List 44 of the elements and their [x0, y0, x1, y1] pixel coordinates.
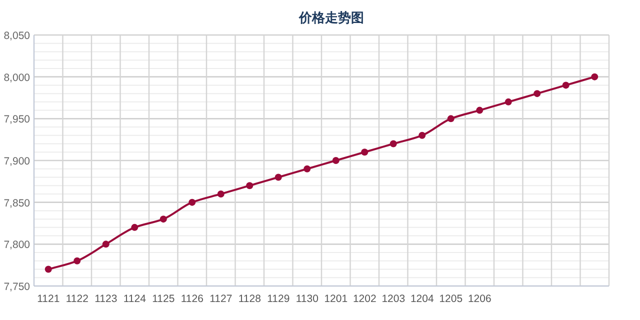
y-tick-label: 7,850 [4, 197, 30, 210]
point [102, 240, 110, 248]
x-tick-label: 1201 [324, 293, 348, 305]
point [217, 190, 224, 198]
point [332, 157, 340, 164]
point [160, 216, 167, 223]
x-tick-label: 1206 [468, 293, 492, 305]
y-tick-label: 7,900 [4, 156, 30, 168]
y-tick-label: 7,800 [4, 239, 30, 252]
x-tick-label: 1202 [352, 293, 376, 305]
point [447, 115, 454, 122]
point [304, 165, 311, 172]
x-tick-label: 1121 [37, 293, 60, 305]
x-tick-label: 1203 [382, 293, 406, 305]
point [274, 174, 282, 181]
point [591, 73, 598, 80]
point [44, 266, 52, 273]
point [188, 198, 196, 206]
point [74, 257, 81, 264]
y-tick-label: 7,950 [4, 114, 30, 126]
x-tick-label: 1205 [439, 293, 463, 305]
y-tick-label: 8,050 [4, 30, 30, 42]
point [246, 182, 254, 190]
x-tick-label: 1130 [296, 293, 319, 305]
point [361, 148, 368, 156]
point [504, 98, 512, 106]
y-tick-label: 8,000 [4, 72, 30, 84]
x-tick-label: 1127 [210, 293, 232, 305]
x-tick-label: 1125 [152, 293, 175, 305]
x-tick-label: 1204 [410, 293, 434, 305]
x-tick-label: 1124 [123, 293, 146, 305]
y-tick-label: 7,750 [4, 281, 30, 293]
point [390, 140, 397, 148]
x-tick-label: 1128 [238, 293, 262, 305]
x-tick-label: 1129 [267, 293, 290, 305]
point [476, 106, 484, 114]
point [562, 82, 570, 89]
x-tick-label: 1126 [180, 293, 204, 305]
chart-title: 价格走势图 [298, 10, 364, 25]
point [418, 132, 426, 139]
point [131, 224, 138, 231]
x-tick-label: 1123 [94, 293, 118, 305]
x-tick-label: 1122 [66, 293, 89, 305]
point [534, 90, 541, 98]
